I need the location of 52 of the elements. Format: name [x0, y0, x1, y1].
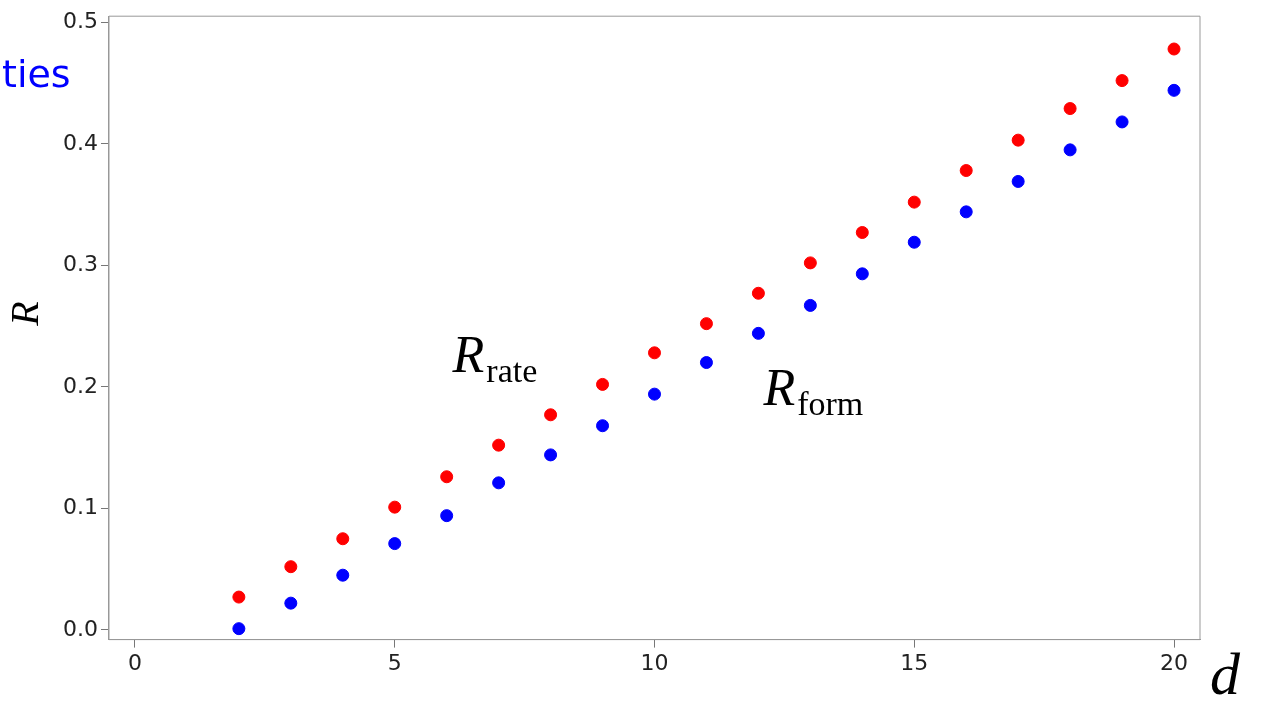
- y-tick-label: 0.2: [62, 372, 98, 398]
- point: [544, 448, 558, 462]
- point: [336, 532, 350, 546]
- point: [1063, 102, 1077, 116]
- point: [1063, 143, 1077, 157]
- point: [1115, 115, 1129, 129]
- x-tick-label: 5: [387, 649, 402, 675]
- point: [803, 256, 817, 270]
- y-axis-title: R: [0, 301, 48, 326]
- point: [388, 537, 402, 551]
- point: [440, 470, 454, 484]
- point: [336, 568, 350, 582]
- y-tick-label: 0.1: [62, 494, 98, 520]
- y-tick-label: 0.0: [62, 615, 98, 641]
- x-tick-label: 0: [127, 649, 142, 675]
- point: [1167, 83, 1181, 97]
- point: [1167, 42, 1181, 56]
- x-tick-label: 10: [640, 649, 669, 675]
- point: [284, 596, 298, 610]
- text: ties: [2, 52, 71, 96]
- x-tick-label: 20: [1160, 649, 1189, 675]
- point: [907, 235, 921, 249]
- point: [855, 267, 869, 281]
- point: [959, 164, 973, 178]
- point: [647, 346, 661, 360]
- point: [1011, 174, 1025, 188]
- point: [440, 509, 454, 523]
- y-tick-label: 0.3: [62, 251, 98, 277]
- point: [388, 500, 402, 514]
- point: [699, 317, 713, 331]
- point: [751, 326, 765, 340]
- point: [596, 377, 610, 391]
- y-tick-label: 0.5: [62, 7, 98, 33]
- x-tick-label: 15: [900, 649, 929, 675]
- point: [855, 226, 869, 240]
- x-axis-title: d: [1210, 640, 1240, 709]
- point: [751, 286, 765, 300]
- point: [959, 205, 973, 219]
- point: [647, 387, 661, 401]
- point: [803, 298, 817, 312]
- point: [544, 408, 558, 422]
- point: [492, 438, 506, 452]
- point: [492, 476, 506, 490]
- point: [596, 419, 610, 433]
- point: [1115, 74, 1129, 88]
- point: [232, 622, 246, 636]
- point: [907, 195, 921, 209]
- point: [284, 560, 298, 574]
- point: [699, 356, 713, 370]
- y-tick-label: 0.4: [62, 129, 98, 155]
- point: [1011, 133, 1025, 147]
- point: [232, 590, 246, 604]
